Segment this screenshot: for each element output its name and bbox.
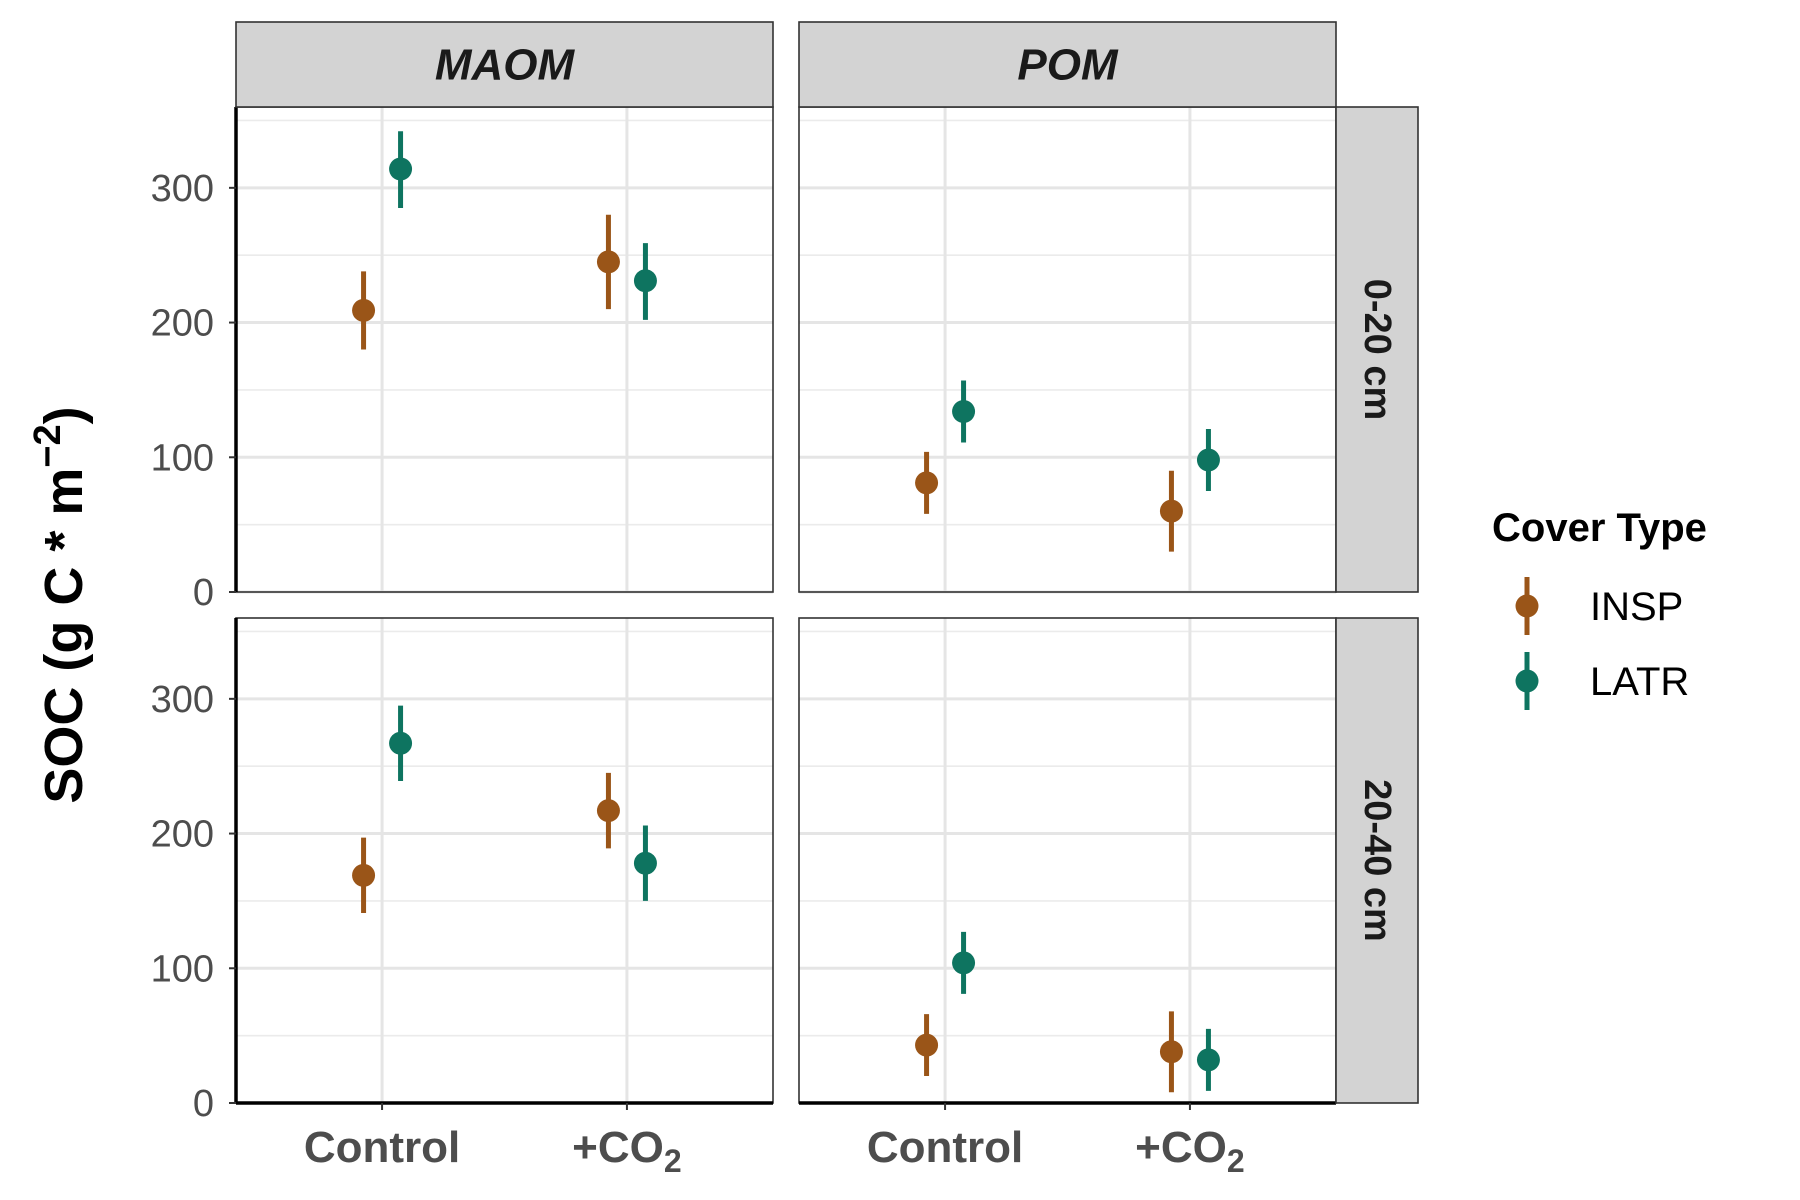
data-point-insp [596, 799, 620, 823]
facet-label-0-20cm: 0-20 cm [1356, 279, 1398, 421]
x-tick-label: Control [867, 1123, 1023, 1172]
x-tick-label: Control [304, 1123, 460, 1172]
panel-background [799, 618, 1336, 1103]
panel-maom-0-20cm [235, 106, 774, 594]
facet-label-pom: POM [1017, 41, 1119, 90]
data-point-latr [952, 399, 976, 423]
panel-pom-20-40cm [798, 617, 1337, 1105]
y-tick-label: 100 [151, 948, 214, 990]
legend-key-point [1515, 594, 1539, 618]
data-point-insp [352, 298, 376, 322]
panel-background [799, 107, 1336, 592]
data-point-insp [915, 471, 939, 495]
data-point-latr [633, 269, 657, 293]
data-point-insp [1159, 1040, 1183, 1064]
panel-background [236, 107, 773, 592]
data-point-latr [1196, 448, 1220, 472]
legend-label-insp: INSP [1590, 585, 1683, 629]
facet-label-maom: MAOM [435, 41, 576, 90]
panel-maom-20-40cm [235, 617, 774, 1105]
data-point-insp [915, 1033, 939, 1057]
legend: Cover Type INSP LATR [1492, 506, 1707, 710]
legend-title: Cover Type [1492, 506, 1707, 550]
data-point-insp [1159, 499, 1183, 523]
data-point-latr [389, 157, 413, 181]
facet-label-20-40cm: 20-40 cm [1356, 779, 1398, 942]
data-point-insp [596, 250, 620, 274]
y-tick-label: 200 [151, 814, 214, 856]
y-tick-label: 300 [151, 168, 214, 210]
data-point-insp [352, 863, 376, 887]
data-point-latr [633, 851, 657, 875]
data-point-latr [952, 951, 976, 975]
facet-strip-0-20cm [1335, 106, 1419, 593]
y-tick-label: 200 [151, 303, 214, 345]
legend-key-point [1515, 669, 1539, 693]
x-tick-label: +CO2 [1135, 1123, 1245, 1179]
data-point-latr [1196, 1048, 1220, 1072]
y-tick-label: 0 [193, 1083, 214, 1125]
x-tick-label: +CO2 [572, 1123, 682, 1179]
panel-background [236, 618, 773, 1103]
y-tick-label: 0 [193, 572, 214, 614]
y-axis-title: SOC (g C * m−2) [27, 406, 94, 803]
panel-pom-0-20cm [798, 106, 1337, 594]
y-tick-label: 100 [151, 437, 214, 479]
y-tick-label: 300 [151, 679, 214, 721]
data-point-latr [389, 731, 413, 755]
legend-label-latr: LATR [1590, 660, 1689, 704]
facet-strip-maom [235, 21, 774, 108]
facet-strip-20-40cm [1335, 617, 1419, 1104]
facet-strip-pom [798, 21, 1337, 108]
